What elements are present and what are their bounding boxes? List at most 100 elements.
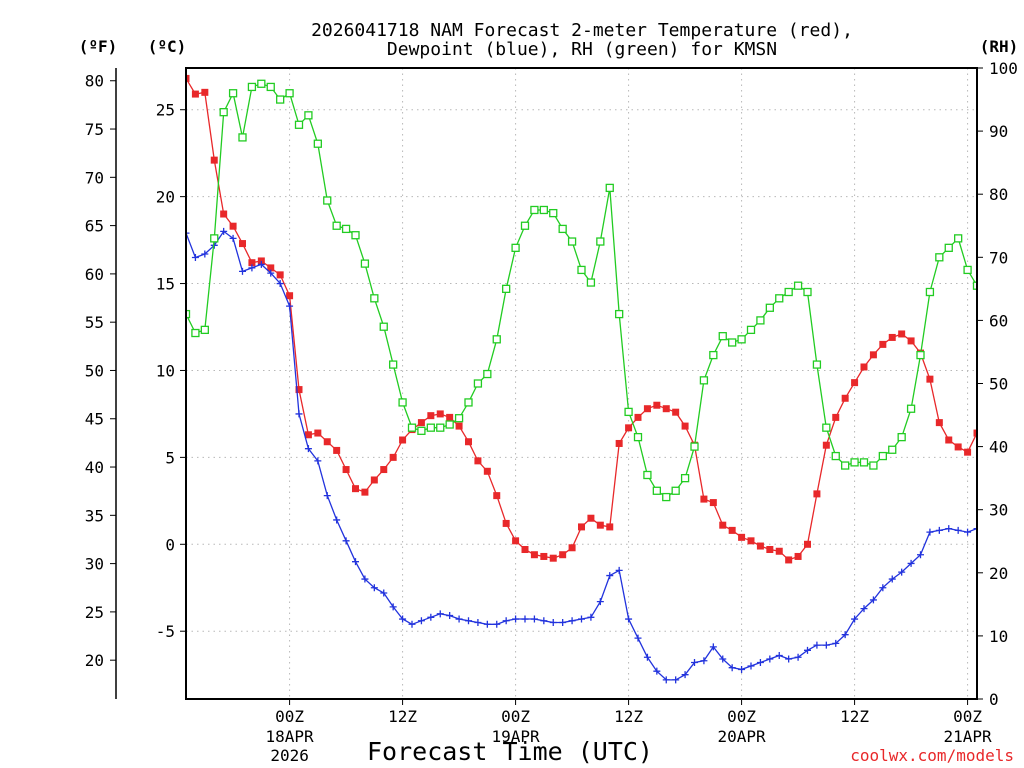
rh-point <box>615 309 624 319</box>
temperature-point <box>606 523 614 531</box>
rh-point <box>850 458 859 467</box>
dewpoint-point <box>709 643 717 651</box>
temperature-point <box>719 521 727 529</box>
series-group <box>186 74 977 684</box>
dewpoint-point <box>540 617 548 625</box>
rh-point <box>247 82 257 92</box>
rh-point <box>822 423 831 432</box>
temperature-point <box>370 476 378 484</box>
dewpoint-point <box>606 572 614 580</box>
temperature-point <box>813 490 821 498</box>
rh-point <box>511 243 520 252</box>
rh-point <box>784 287 793 297</box>
rh-unit-label: (RH) <box>980 37 1019 56</box>
rh-point <box>219 108 228 117</box>
temperature-point <box>888 333 896 341</box>
fahrenheit-unit-label: (ºF) <box>79 37 118 56</box>
rh-point <box>709 350 718 360</box>
credit-text: coolwx.com/models <box>850 746 1014 765</box>
rh-point <box>200 325 209 335</box>
rh-point <box>652 486 661 495</box>
dewpoint-point <box>191 253 199 261</box>
temperature-point <box>521 546 529 554</box>
dewpoint-point <box>700 657 708 665</box>
temperature-point <box>738 533 746 541</box>
rh-point <box>492 335 501 344</box>
fahrenheit-tick-label: 40 <box>85 458 104 477</box>
dewpoint-point <box>549 619 557 627</box>
temperature-point <box>186 74 190 82</box>
rh-point <box>558 224 567 234</box>
dewpoint-point <box>370 584 378 592</box>
rh-point <box>643 470 652 480</box>
dewpoint-point <box>380 589 388 597</box>
dewpoint-point <box>794 653 802 661</box>
temperature-point <box>502 519 510 527</box>
rh-point <box>586 278 596 287</box>
x-axis-title: Forecast Time (UTC) <box>367 737 653 766</box>
dewpoint-point <box>342 537 350 545</box>
dewpoint-point <box>304 445 312 453</box>
fahrenheit-tick-label: 80 <box>85 72 104 91</box>
temperature-point <box>568 544 576 552</box>
fahrenheit-tick-label: 25 <box>85 603 104 622</box>
dewpoint-point <box>267 269 275 277</box>
rh-point <box>341 224 351 234</box>
rh-point <box>831 451 840 461</box>
temperature-point <box>380 466 388 474</box>
dewpoint-point <box>220 227 228 235</box>
rh-point <box>502 284 511 294</box>
rh-tick-label: 50 <box>989 375 1008 394</box>
celsius-tick-label: 5 <box>165 448 175 467</box>
temperature-point <box>248 259 256 267</box>
rh-point <box>897 432 906 442</box>
rh-point <box>972 281 977 290</box>
dewpoint-point <box>728 664 736 672</box>
temperature-point <box>945 436 953 444</box>
temperature-point <box>851 379 859 387</box>
dewpoint-point <box>314 457 322 465</box>
x-tick-label: 12Z <box>840 707 869 726</box>
temperature-point <box>474 457 482 465</box>
rh-tick-label: 100 <box>989 59 1018 78</box>
temperature-point <box>427 412 435 420</box>
dewpoint-point <box>747 662 755 670</box>
temperature-point <box>417 419 425 427</box>
rh-point <box>191 328 200 338</box>
rh-point <box>483 369 492 379</box>
temperature-point <box>493 492 501 500</box>
fahrenheit-tick-label: 70 <box>85 168 104 187</box>
dewpoint-point <box>493 620 501 628</box>
x-tick-year: 2026 <box>270 746 309 765</box>
rh-point <box>539 205 548 215</box>
chart-title-line1: 2026041718 NAM Forecast 2-meter Temperat… <box>311 20 853 41</box>
dewpoint-point <box>389 603 397 611</box>
temperature-point <box>530 551 538 559</box>
rh-point <box>567 237 577 246</box>
x-tick-label: 00Z <box>953 707 982 726</box>
rh-point <box>370 294 379 303</box>
dewpoint-point <box>917 551 924 559</box>
dewpoint-point <box>832 639 840 647</box>
rh-point <box>793 281 803 290</box>
fahrenheit-tick-label: 75 <box>85 120 104 139</box>
temperature-point <box>540 552 548 560</box>
rh-point <box>775 294 784 303</box>
dewpoint-point <box>286 302 294 310</box>
rh-point <box>210 234 219 243</box>
rh-point <box>746 325 756 335</box>
rh-tick-label: 0 <box>989 690 999 709</box>
rh-point <box>662 492 671 502</box>
temperature-point <box>549 554 557 562</box>
celsius-tick-label: 20 <box>156 188 175 207</box>
temperature-point <box>926 375 934 383</box>
rh-point <box>257 79 266 88</box>
temperature-point <box>653 401 661 409</box>
dewpoint-point <box>201 250 209 258</box>
dewpoint-point <box>587 613 595 621</box>
dewpoint-point <box>474 619 482 627</box>
chart-title-line2: Dewpoint (blue), RH (green) for KMSN <box>387 39 777 60</box>
temperature-point <box>323 438 331 446</box>
dewpoint-point <box>672 676 680 684</box>
dewpoint-point <box>483 620 491 628</box>
